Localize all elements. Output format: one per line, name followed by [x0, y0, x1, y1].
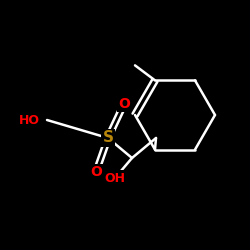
Text: O: O — [90, 165, 102, 179]
Text: S: S — [102, 130, 114, 146]
Text: OH: OH — [104, 172, 126, 184]
Text: HO: HO — [19, 114, 40, 126]
Text: O: O — [118, 97, 130, 111]
